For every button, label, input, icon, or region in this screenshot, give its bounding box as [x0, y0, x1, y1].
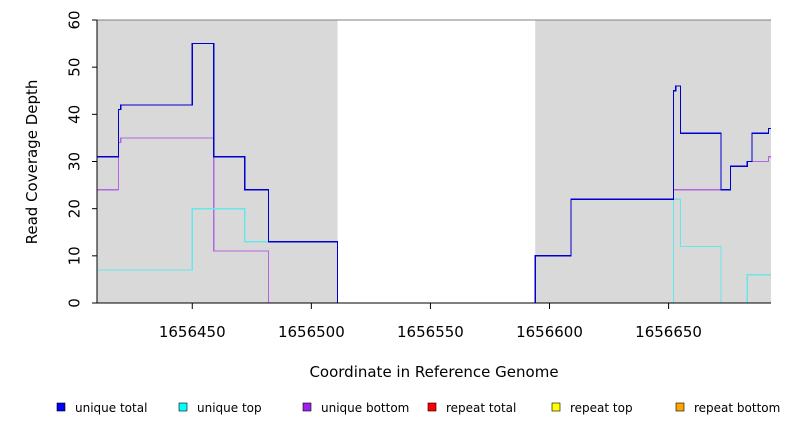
legend-swatch-unique-total [56, 402, 66, 412]
axes: 0 10 20 30 40 50 60 1656450 1656500 1656550 165660… [66, 10, 771, 341]
legend-label-repeat-top: repeat top [570, 401, 633, 415]
y-tick-label: 10 [66, 246, 84, 265]
y-tick-label: 60 [66, 10, 84, 29]
legend-label-repeat-bottom: repeat bottom [694, 401, 780, 415]
y-tick-label: 50 [66, 58, 84, 77]
legend-label-unique-top: unique top [197, 401, 262, 415]
x-tick-label: 1656600 [516, 323, 583, 341]
legend-swatch-unique-top [178, 402, 188, 412]
shaded-region-1 [535, 20, 771, 303]
series-line-unique-total [97, 42, 771, 304]
legend-label-unique-bottom: unique bottom [321, 401, 409, 415]
y-tick-label: 40 [66, 105, 84, 124]
legend-label-repeat-total: repeat total [446, 401, 516, 415]
legend: unique total unique top unique bottom repea… [56, 401, 780, 415]
legend-label-unique-total: unique total [75, 401, 147, 415]
y-tick-label: 30 [66, 152, 84, 171]
y-tick-label: 20 [66, 199, 84, 218]
legend-swatch-repeat-top [551, 402, 561, 412]
x-tick-label: 1656450 [159, 323, 226, 341]
shaded-region-0 [97, 20, 338, 303]
shaded-regions [97, 20, 771, 303]
y-tick-label: 0 [66, 298, 84, 308]
x-axis-title: Coordinate in Reference Genome [309, 363, 558, 381]
x-tick-label: 1656550 [397, 323, 464, 341]
x-tick-label: 1656500 [278, 323, 345, 341]
x-tick-label: 1656650 [635, 323, 702, 341]
legend-swatch-repeat-bottom [675, 402, 685, 412]
y-axis-title: Read Coverage Depth [23, 80, 41, 245]
legend-swatch-repeat-total [427, 402, 437, 412]
legend-swatch-unique-bottom [302, 402, 312, 412]
